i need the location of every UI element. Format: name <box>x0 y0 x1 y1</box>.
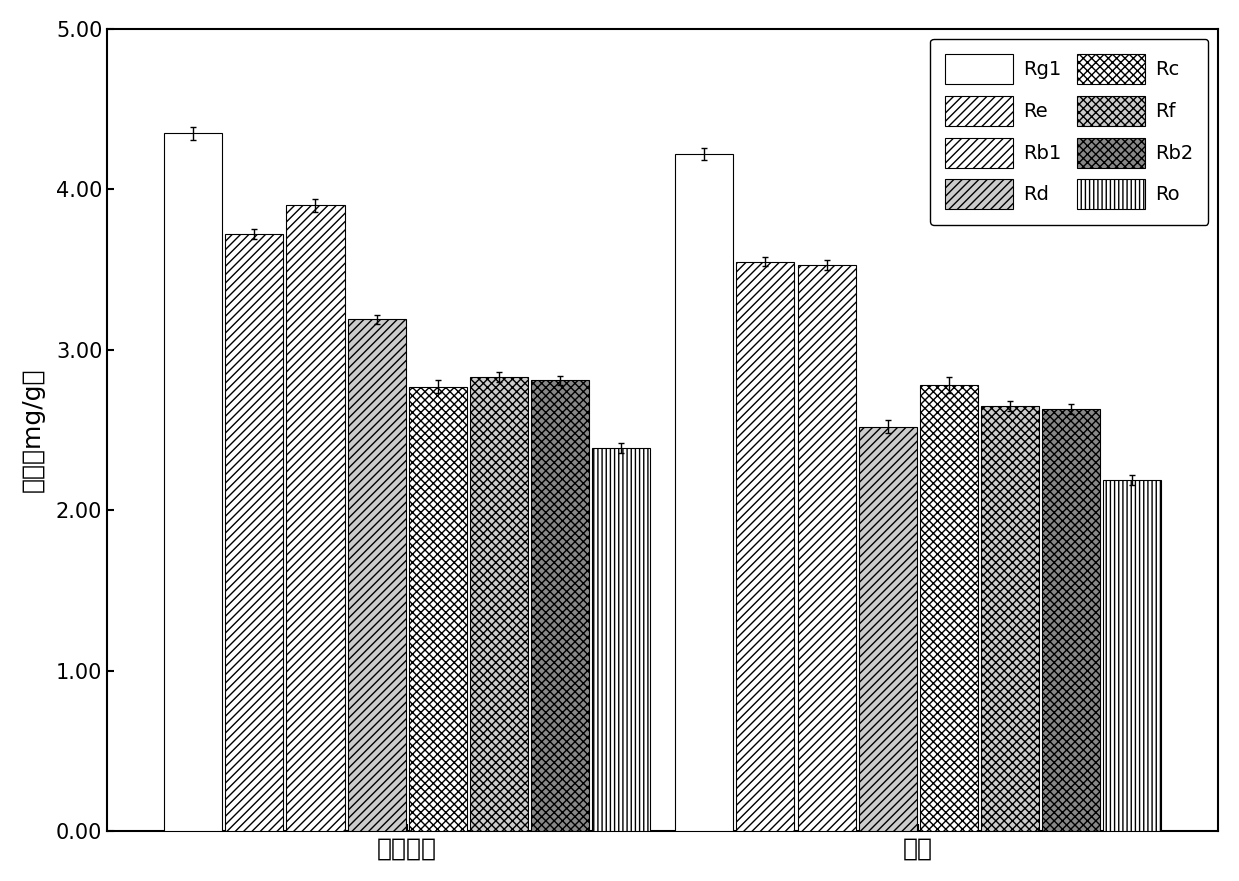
Bar <box>530 381 589 832</box>
Bar <box>592 448 650 832</box>
Bar <box>981 406 1038 832</box>
Bar <box>919 385 978 832</box>
Bar <box>470 377 528 832</box>
Bar <box>675 154 733 832</box>
Bar <box>859 427 917 832</box>
Bar <box>1103 480 1161 832</box>
Bar <box>736 262 794 832</box>
Bar <box>286 205 344 832</box>
Bar <box>1042 409 1100 832</box>
Y-axis label: 浓度（mg/g）: 浓度（mg/g） <box>21 368 45 492</box>
Bar <box>225 234 284 832</box>
Legend: Rg1, Re, Rb1, Rd, Rc, Rf, Rb2, Ro: Rg1, Re, Rb1, Rd, Rc, Rf, Rb2, Ro <box>929 39 1208 225</box>
Bar <box>798 265 856 832</box>
Bar <box>409 387 467 832</box>
Bar <box>165 133 222 832</box>
Bar <box>348 319 405 832</box>
